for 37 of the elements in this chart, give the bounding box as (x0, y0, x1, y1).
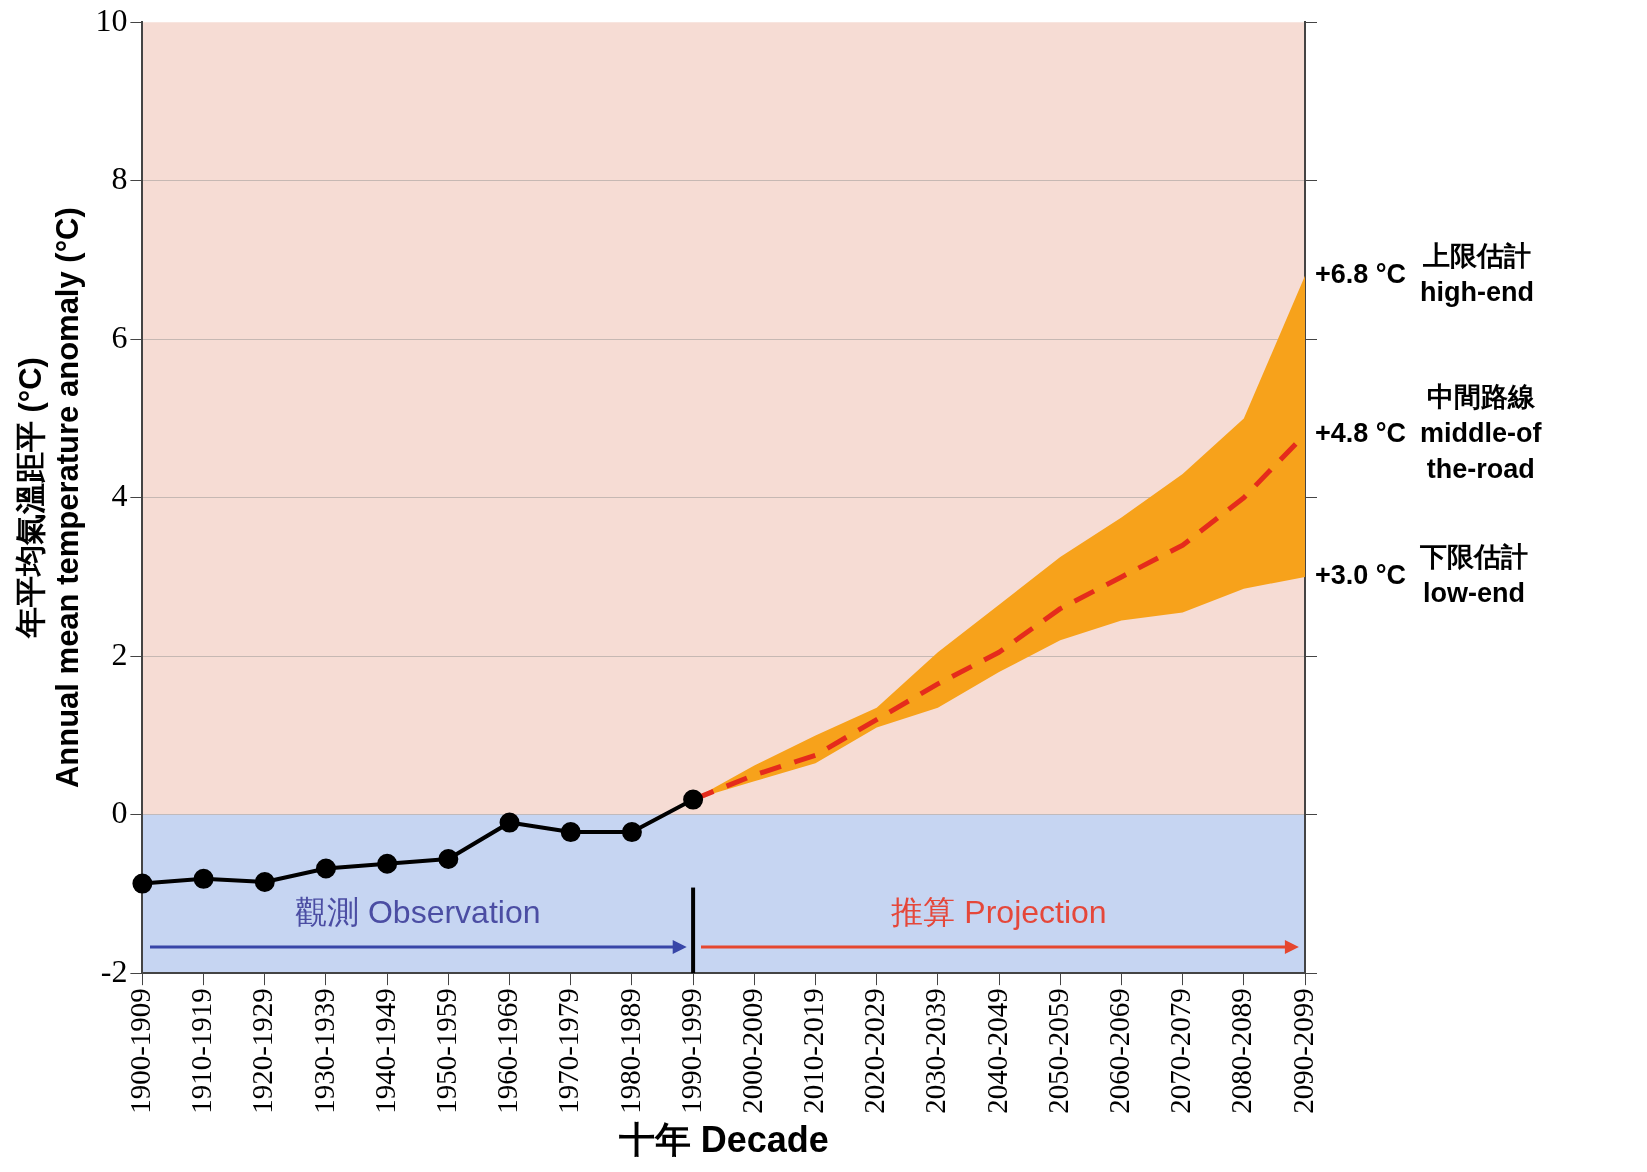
y-tick-label: 0 (111, 794, 128, 831)
x-tick-label: 2000-2009 (735, 988, 768, 1114)
x-tick-label: 1990-1999 (674, 988, 707, 1114)
annotation: 觀測 Observation (295, 894, 541, 931)
x-tick-label: 2090-2099 (1286, 988, 1319, 1114)
y-tick-label: 8 (111, 160, 128, 197)
x-tick-label: 1950-1959 (429, 988, 462, 1114)
x-tick-label: 1960-1969 (491, 988, 524, 1114)
x-tick-label: 1930-1939 (307, 988, 340, 1114)
x-tick-label: 2010-2019 (797, 988, 830, 1114)
annotation: +3.0 °C (1315, 560, 1407, 591)
x-tick-label: 2040-2049 (980, 988, 1013, 1114)
x-tick-label: 2030-2039 (919, 988, 952, 1114)
x-tick-label: 1980-1989 (613, 988, 646, 1114)
annotation: 推算 Projection (891, 894, 1107, 931)
text: 下限估計 low-end (1419, 542, 1529, 609)
x-tick-label: 2060-2069 (1103, 988, 1136, 1114)
y-tick-label: 10 (95, 1, 128, 38)
x-tick-label: 1940-1949 (368, 988, 401, 1114)
y-tick-label: 6 (111, 318, 128, 355)
x-tick-label: 1970-1979 (552, 988, 585, 1114)
x-axis-title: 十年 Decade (618, 1119, 829, 1161)
y-axis-title: 年平均氣溫距平 (°C) Annual mean temperature anomaly (°C) (13, 207, 86, 789)
x-tick-label: 2020-2029 (858, 988, 891, 1114)
y-tick-label: -2 (100, 952, 128, 989)
x-tick-label: 2080-2089 (1225, 988, 1258, 1114)
text: 上限估計 high-end (1420, 241, 1535, 308)
text: 中間路線 middle-of the-road (1420, 381, 1543, 484)
annotation: +4.8 °C (1315, 417, 1407, 448)
y-tick-label: 4 (111, 477, 128, 514)
y-tick-label: 2 (111, 635, 128, 672)
x-tick-label: 1920-1929 (246, 988, 279, 1114)
annotation: +6.8 °C (1315, 259, 1407, 290)
x-tick-label: 2050-2059 (1041, 988, 1074, 1114)
x-tick-label: 1910-1919 (185, 988, 218, 1114)
x-tick-label: 2070-2079 (1164, 988, 1197, 1114)
x-tick-label: 1900-1909 (124, 988, 157, 1114)
